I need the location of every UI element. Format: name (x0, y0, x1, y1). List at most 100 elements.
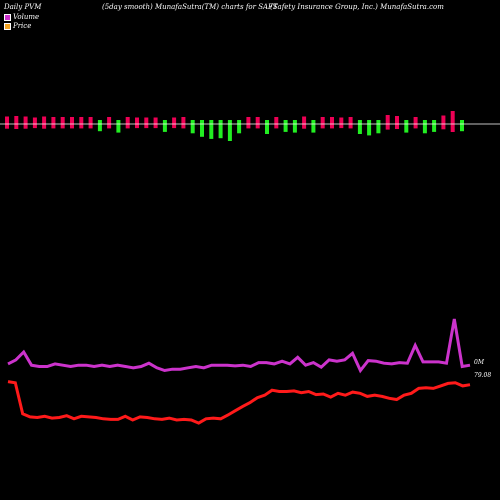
volume-bar-down (190, 124, 195, 134)
volume-bar-down (376, 124, 381, 134)
volume-bar-up (60, 117, 65, 124)
volume-bar-up-lower (450, 124, 455, 132)
volume-bar-up (23, 116, 28, 124)
company-name: (Safety Insurance Group, Inc.) MunafaSut… (270, 3, 444, 11)
volume-bar-up (172, 117, 177, 124)
volume-bar-up (274, 117, 279, 124)
volume-bar-up (339, 117, 344, 124)
volume-bar-down-upper (209, 120, 214, 124)
volume-bar-down (422, 124, 427, 134)
volume-bar-up (107, 117, 112, 124)
volume-bar-up-lower (172, 124, 177, 129)
volume-bar-up-lower (42, 124, 47, 129)
legend-volume: Volume (4, 13, 39, 21)
volume-bar-up-lower (60, 124, 65, 129)
volume-bar-up (246, 117, 251, 124)
volume-bar-down (460, 124, 464, 132)
volume-bar-up (330, 117, 334, 124)
volume-bar-up (144, 117, 149, 124)
volume-bar-down-upper (357, 120, 362, 124)
volume-bar-down-upper (116, 120, 121, 124)
volume-bar-up (385, 115, 390, 124)
volume-bar-up (32, 117, 37, 124)
volume-bar-down (357, 124, 362, 134)
volume-bar-down (116, 124, 121, 133)
volume-bar-up (413, 117, 418, 124)
volume-bar-up (450, 111, 455, 124)
volume-bar-up (153, 117, 158, 124)
volume-bar-up-lower (385, 124, 390, 130)
legend-volume-swatch (4, 13, 11, 21)
volume-bar-down-upper (422, 120, 427, 124)
volume-bar-up-lower (330, 124, 334, 129)
volume-bar-down-upper (311, 120, 316, 124)
volume-bar-down-upper (200, 120, 204, 124)
legend-price-label: Price (13, 22, 32, 30)
volume-bar-up-lower (79, 124, 84, 129)
volume-bar-down (432, 124, 437, 132)
volume-bar-up (125, 117, 130, 124)
volume-bar-down-upper (292, 120, 297, 124)
volume-bar-down-upper (376, 120, 381, 124)
volume-bar-down-upper (190, 120, 195, 124)
volume-bar-up-lower (88, 124, 93, 129)
volume-bar-up (441, 115, 446, 124)
volume-bar-up-lower (413, 124, 418, 129)
volume-bar-down (227, 124, 232, 141)
volume-bars (5, 111, 464, 141)
volume-bar-down (237, 124, 242, 134)
volume-bar-up-lower (339, 124, 344, 129)
volume-bar-up-lower (441, 124, 446, 130)
volume-bar-down-upper (97, 120, 102, 124)
volume-bar-down-upper (367, 120, 372, 124)
volume-bar-down-upper (404, 120, 409, 124)
volume-bar-down-upper (265, 120, 269, 124)
volume-bar-down (162, 124, 167, 132)
volume-bar-down-upper (237, 120, 242, 124)
volume-bar-up (135, 117, 139, 124)
volume-bar-up (70, 117, 74, 124)
volume-bar-down (367, 124, 372, 136)
volume-bar-up-lower (107, 124, 112, 129)
volume-bar-down (200, 124, 204, 137)
volume-bar-down-upper (218, 120, 223, 124)
volume-bar-up (181, 117, 186, 124)
volume-bar-up-lower (181, 124, 186, 129)
volume-bar-up-lower (274, 124, 279, 129)
volume-bar-up (348, 117, 353, 124)
volume-bar-up-lower (255, 124, 260, 129)
volume-bar-up-lower (70, 124, 74, 129)
volume-bar-up (320, 117, 325, 124)
chart-title: (5day smooth) MunafaSutra(TM) charts for… (102, 3, 278, 11)
price-last-label: 79.08 (474, 372, 491, 379)
volume-bar-down-upper (162, 120, 167, 124)
volume-bar-down (265, 124, 269, 134)
volume-bar-up (51, 117, 56, 124)
volume-bar-down (404, 124, 409, 133)
volume-bar-down (311, 124, 316, 133)
volume-bar-up-lower (153, 124, 158, 129)
volume-bar-up-lower (246, 124, 251, 129)
volume-bar-up (88, 117, 93, 124)
volume-bar-down-upper (432, 120, 437, 124)
volume-bar-up-lower (32, 124, 37, 129)
volume-bar-down-upper (227, 120, 232, 124)
volume-bar-up (255, 117, 260, 124)
volume-bar-down-upper (283, 120, 288, 124)
volume-bar-up-lower (23, 124, 28, 129)
chart-type-label: Daily PVM (4, 3, 42, 11)
volume-bar-up-lower (14, 124, 19, 129)
volume-bar-down (292, 124, 297, 133)
volume-bar-up (395, 116, 399, 124)
volume-bar-up (42, 116, 47, 124)
volume-line (7, 318, 471, 374)
volume-bar-up (5, 116, 9, 124)
volume-bar-up-lower (395, 124, 399, 129)
legend-volume-label: Volume (13, 13, 40, 21)
volume-bar-up-lower (5, 124, 9, 129)
volume-bar-down (209, 124, 214, 139)
volume-bar-up (79, 117, 84, 124)
volume-bar-down (283, 124, 288, 132)
volume-last-label: 0M (474, 359, 485, 366)
